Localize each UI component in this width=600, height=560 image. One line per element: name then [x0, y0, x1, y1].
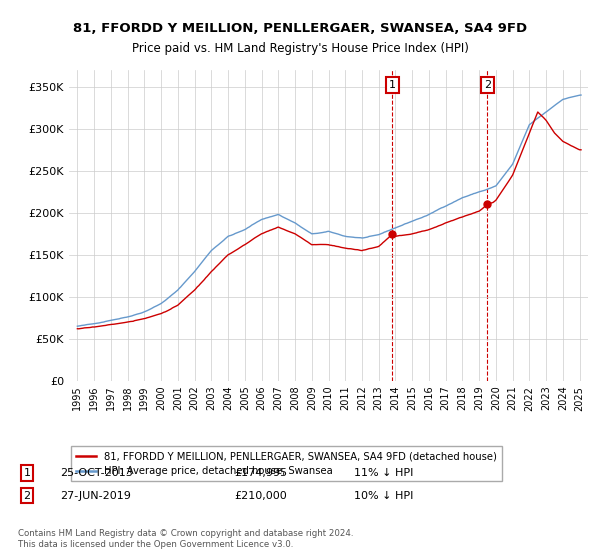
Text: 10% ↓ HPI: 10% ↓ HPI	[354, 491, 413, 501]
Text: Contains HM Land Registry data © Crown copyright and database right 2024.
This d: Contains HM Land Registry data © Crown c…	[18, 529, 353, 549]
Text: 11% ↓ HPI: 11% ↓ HPI	[354, 468, 413, 478]
Text: 2: 2	[23, 491, 31, 501]
Text: 25-OCT-2013: 25-OCT-2013	[60, 468, 133, 478]
Text: 1: 1	[389, 80, 396, 90]
Text: Price paid vs. HM Land Registry's House Price Index (HPI): Price paid vs. HM Land Registry's House …	[131, 42, 469, 55]
Text: 27-JUN-2019: 27-JUN-2019	[60, 491, 131, 501]
Text: 81, FFORDD Y MEILLION, PENLLERGAER, SWANSEA, SA4 9FD: 81, FFORDD Y MEILLION, PENLLERGAER, SWAN…	[73, 22, 527, 35]
Text: 1: 1	[23, 468, 31, 478]
Text: £210,000: £210,000	[234, 491, 287, 501]
Text: £174,995: £174,995	[234, 468, 287, 478]
Text: 2: 2	[484, 80, 491, 90]
Legend: 81, FFORDD Y MEILLION, PENLLERGAER, SWANSEA, SA4 9FD (detached house), HPI: Aver: 81, FFORDD Y MEILLION, PENLLERGAER, SWAN…	[71, 446, 502, 482]
